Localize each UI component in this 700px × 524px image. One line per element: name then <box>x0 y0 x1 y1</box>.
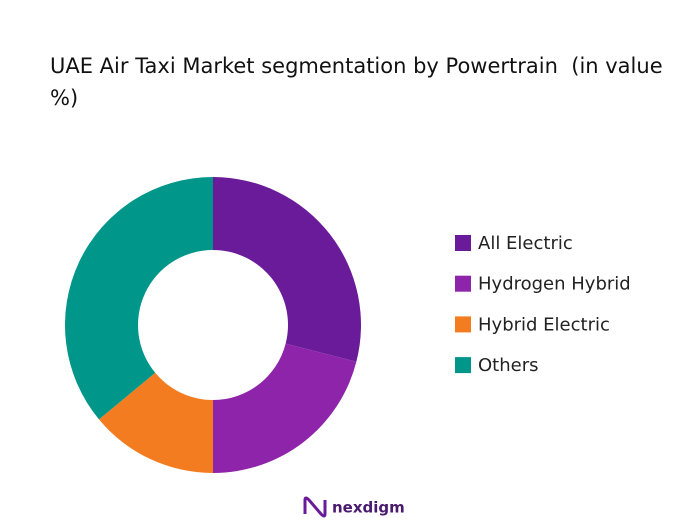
legend-label: Others <box>478 355 539 376</box>
donut-slice <box>213 343 357 473</box>
brand-name: nexdigm <box>332 499 405 517</box>
legend-swatch <box>455 235 471 251</box>
legend-label: Hybrid Electric <box>478 314 610 335</box>
legend-swatch <box>455 316 471 333</box>
legend-label: Hydrogen Hybrid <box>478 274 631 295</box>
donut-slice <box>213 177 361 362</box>
legend-swatch <box>455 357 471 374</box>
chart-title: UAE Air Taxi Market segmentation by Powe… <box>50 54 670 110</box>
legend-label: All Electric <box>478 233 573 254</box>
brand-icon <box>303 496 327 518</box>
donut-slice <box>98 372 213 473</box>
donut-slice <box>65 177 213 420</box>
brand-logo: nexdigm <box>303 496 405 518</box>
legend-swatch <box>455 275 471 292</box>
